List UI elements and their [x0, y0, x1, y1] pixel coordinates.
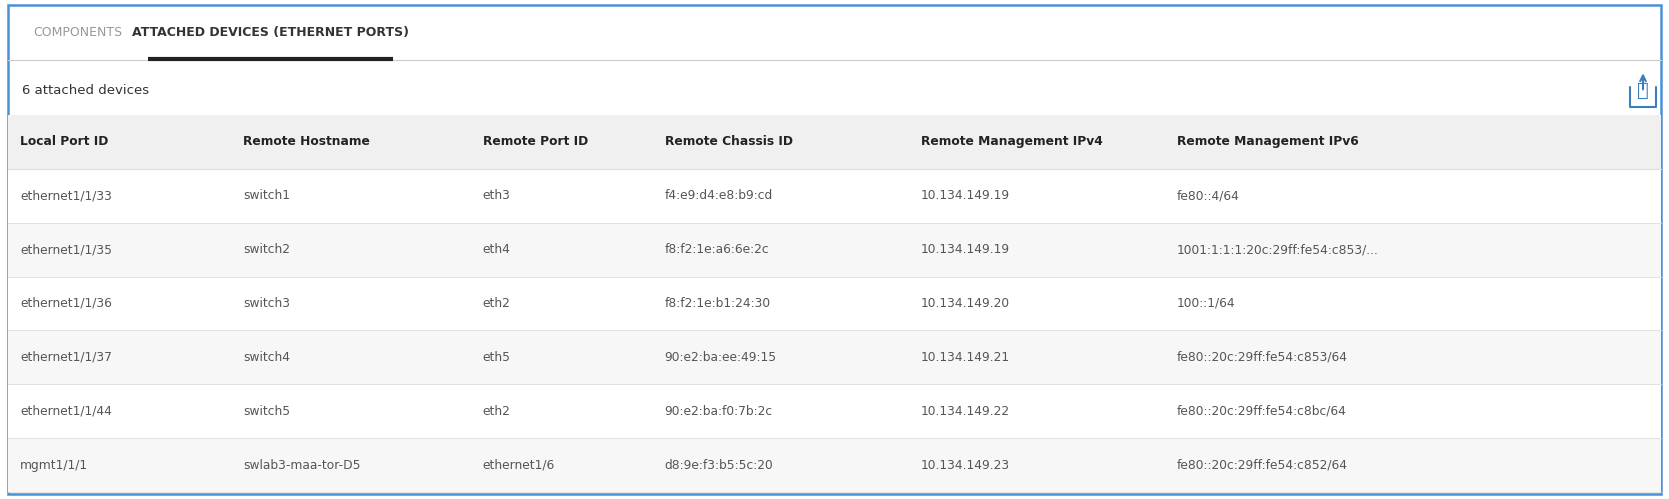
Text: swlab3-maa-tor-D5: swlab3-maa-tor-D5: [244, 459, 361, 472]
Text: f4:e9:d4:e8:b9:cd: f4:e9:d4:e8:b9:cd: [664, 189, 773, 202]
Text: Local Port ID: Local Port ID: [20, 135, 108, 148]
Text: Remote Port ID: Remote Port ID: [482, 135, 587, 148]
Text: fe80::20c:29ff:fe54:c8bc/64: fe80::20c:29ff:fe54:c8bc/64: [1177, 405, 1347, 418]
Text: ethernet1/1/33: ethernet1/1/33: [20, 189, 112, 202]
Text: switch5: switch5: [244, 405, 290, 418]
Text: 10.134.149.19: 10.134.149.19: [921, 189, 1010, 202]
Text: 10.134.149.22: 10.134.149.22: [921, 405, 1010, 418]
Text: 10.134.149.20: 10.134.149.20: [921, 297, 1010, 310]
Bar: [8, 276, 1661, 330]
Text: f8:f2:1e:a6:6e:2c: f8:f2:1e:a6:6e:2c: [664, 243, 769, 256]
Text: fe80::4/64: fe80::4/64: [1177, 189, 1240, 202]
Text: ATTACHED DEVICES (ETHERNET PORTS): ATTACHED DEVICES (ETHERNET PORTS): [132, 26, 409, 39]
Text: f8:f2:1e:b1:24:30: f8:f2:1e:b1:24:30: [664, 297, 771, 310]
Text: switch4: switch4: [244, 351, 290, 364]
Text: switch3: switch3: [244, 297, 290, 310]
Bar: [8, 384, 1661, 438]
Text: switch2: switch2: [244, 243, 290, 256]
Text: fe80::20c:29ff:fe54:c853/64: fe80::20c:29ff:fe54:c853/64: [1177, 351, 1349, 364]
Text: 6 attached devices: 6 attached devices: [22, 83, 149, 96]
Text: Remote Chassis ID: Remote Chassis ID: [664, 135, 793, 148]
Text: 10.134.149.23: 10.134.149.23: [921, 459, 1010, 472]
Text: ethernet1/1/37: ethernet1/1/37: [20, 351, 112, 364]
Bar: [8, 330, 1661, 384]
Text: Remote Management IPv6: Remote Management IPv6: [1177, 135, 1359, 148]
Text: Remote Management IPv4: Remote Management IPv4: [921, 135, 1103, 148]
Bar: [8, 438, 1661, 492]
Bar: [8, 115, 1661, 169]
Text: 1001:1:1:1:20c:29ff:fe54:c853/...: 1001:1:1:1:20c:29ff:fe54:c853/...: [1177, 243, 1379, 256]
Text: eth4: eth4: [482, 243, 511, 256]
Text: mgmt1/1/1: mgmt1/1/1: [20, 459, 88, 472]
Text: fe80::20c:29ff:fe54:c852/64: fe80::20c:29ff:fe54:c852/64: [1177, 459, 1349, 472]
Text: eth2: eth2: [482, 405, 511, 418]
Text: COMPONENTS: COMPONENTS: [33, 26, 122, 39]
Text: ethernet1/1/44: ethernet1/1/44: [20, 405, 112, 418]
Text: d8:9e:f3:b5:5c:20: d8:9e:f3:b5:5c:20: [664, 459, 773, 472]
Text: eth2: eth2: [482, 297, 511, 310]
Bar: [8, 169, 1661, 223]
Text: ⮭: ⮭: [1637, 80, 1649, 99]
Text: ethernet1/1/36: ethernet1/1/36: [20, 297, 112, 310]
Bar: [8, 223, 1661, 276]
Text: 90:e2:ba:ee:49:15: 90:e2:ba:ee:49:15: [664, 351, 776, 364]
Text: ethernet1/1/35: ethernet1/1/35: [20, 243, 112, 256]
Text: 10.134.149.19: 10.134.149.19: [921, 243, 1010, 256]
Text: 100::1/64: 100::1/64: [1177, 297, 1235, 310]
Text: ethernet1/6: ethernet1/6: [482, 459, 556, 472]
Text: eth3: eth3: [482, 189, 511, 202]
Text: switch1: switch1: [244, 189, 290, 202]
Text: Remote Hostname: Remote Hostname: [244, 135, 371, 148]
Text: eth5: eth5: [482, 351, 511, 364]
Text: 90:e2:ba:f0:7b:2c: 90:e2:ba:f0:7b:2c: [664, 405, 773, 418]
Text: 10.134.149.21: 10.134.149.21: [921, 351, 1010, 364]
